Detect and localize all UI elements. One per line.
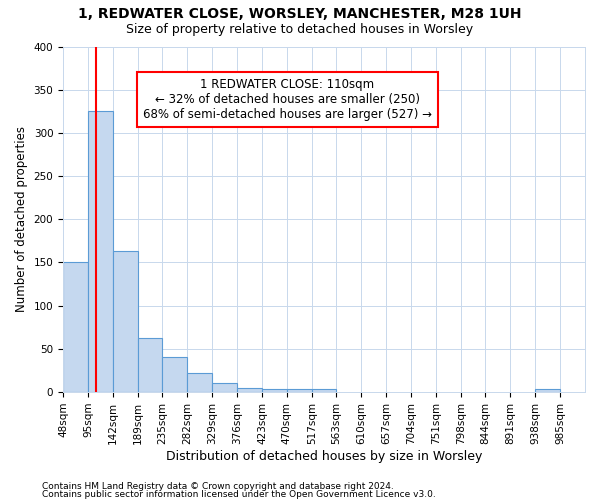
Bar [287, 388, 312, 392]
Bar [138, 338, 162, 392]
Bar [262, 388, 287, 392]
Bar [312, 388, 336, 392]
Bar [113, 252, 138, 392]
Bar [88, 112, 113, 392]
Text: Contains HM Land Registry data © Crown copyright and database right 2024.: Contains HM Land Registry data © Crown c… [42, 482, 394, 491]
Text: Size of property relative to detached houses in Worsley: Size of property relative to detached ho… [127, 22, 473, 36]
Bar [162, 356, 187, 392]
Bar [237, 388, 262, 392]
X-axis label: Distribution of detached houses by size in Worsley: Distribution of detached houses by size … [166, 450, 482, 462]
Bar [535, 388, 560, 392]
Text: 1, REDWATER CLOSE, WORSLEY, MANCHESTER, M28 1UH: 1, REDWATER CLOSE, WORSLEY, MANCHESTER, … [78, 8, 522, 22]
Bar [63, 262, 88, 392]
Text: 1 REDWATER CLOSE: 110sqm
← 32% of detached houses are smaller (250)
68% of semi-: 1 REDWATER CLOSE: 110sqm ← 32% of detach… [143, 78, 432, 120]
Bar [187, 373, 212, 392]
Bar [212, 384, 237, 392]
Text: Contains public sector information licensed under the Open Government Licence v3: Contains public sector information licen… [42, 490, 436, 499]
Y-axis label: Number of detached properties: Number of detached properties [15, 126, 28, 312]
